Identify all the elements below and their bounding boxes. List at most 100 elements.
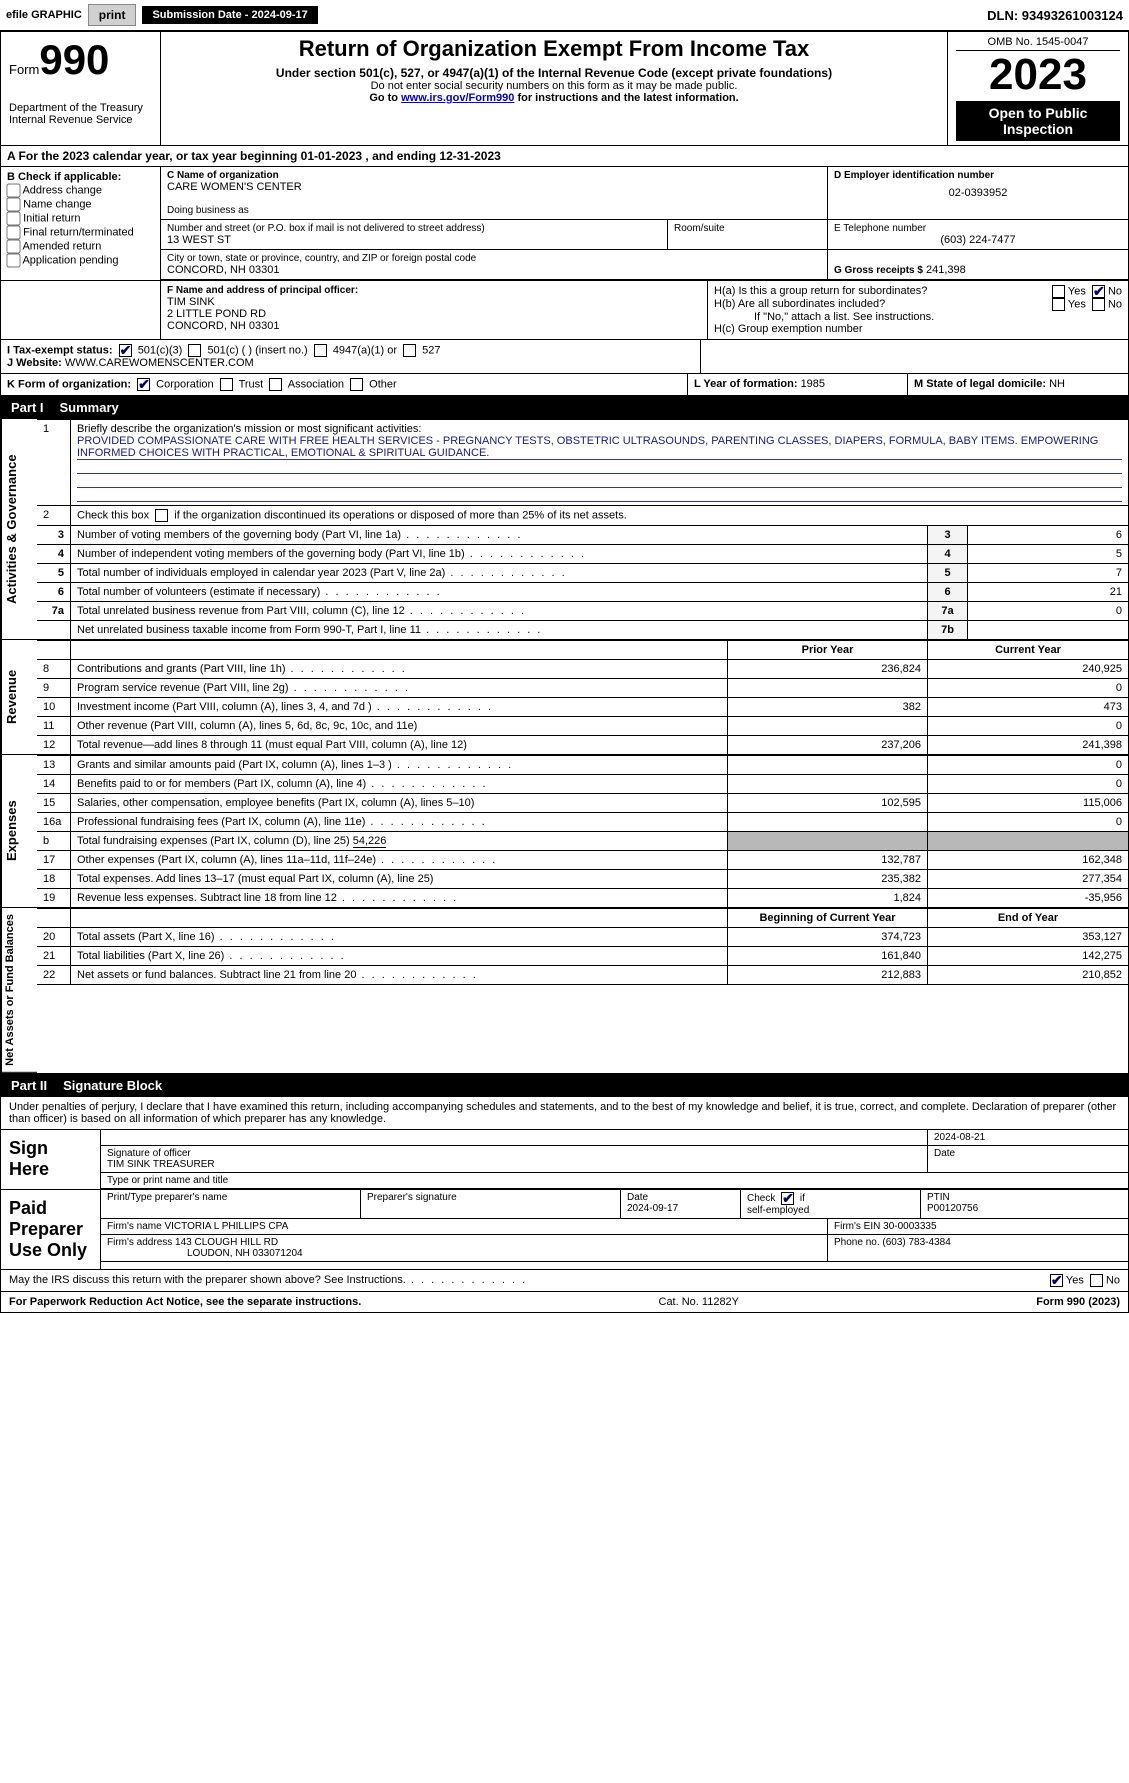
p17: 132,787 bbox=[728, 851, 928, 869]
part2-bar: Part II Signature Block bbox=[0, 1074, 1129, 1097]
c10: 473 bbox=[928, 698, 1128, 716]
l17: Other expenses (Part IX, column (A), lin… bbox=[71, 851, 728, 869]
k-assoc[interactable] bbox=[269, 378, 282, 391]
box-b: B Check if applicable: Address change Na… bbox=[1, 167, 161, 280]
i-501c3[interactable] bbox=[119, 344, 132, 357]
k-trust[interactable] bbox=[220, 378, 233, 391]
part2-num: Part II bbox=[11, 1078, 47, 1093]
l14: Benefits paid to or for members (Part IX… bbox=[71, 775, 728, 793]
efile-label: efile GRAPHIC bbox=[6, 9, 82, 21]
c8: 240,925 bbox=[928, 660, 1128, 678]
print-button[interactable]: print bbox=[88, 4, 137, 26]
c15: 115,006 bbox=[928, 794, 1128, 812]
c12: 241,398 bbox=[928, 736, 1128, 754]
state-domicile: NH bbox=[1049, 378, 1065, 390]
l2: Check this box if the organization disco… bbox=[71, 506, 1128, 525]
ha-yes[interactable] bbox=[1052, 285, 1065, 298]
check-address-change[interactable]: Address change bbox=[7, 184, 154, 197]
l10: Investment income (Part VIII, column (A)… bbox=[71, 698, 728, 716]
sig-declaration: Under penalties of perjury, I declare th… bbox=[1, 1097, 1128, 1130]
check-amended[interactable]: Amended return bbox=[7, 240, 154, 253]
box-c-street: Number and street (or P.O. box if mail i… bbox=[161, 220, 668, 249]
check-name-change[interactable]: Name change bbox=[7, 198, 154, 211]
year-end: 12-31-2023 bbox=[439, 149, 500, 163]
c17: 162,348 bbox=[928, 851, 1128, 869]
box-d: D Employer identification number 02-0393… bbox=[828, 167, 1128, 219]
l1: Briefly describe the organization's miss… bbox=[71, 420, 1128, 505]
part1-num: Part I bbox=[11, 400, 44, 415]
hb-no[interactable] bbox=[1092, 298, 1105, 311]
form-number-block: Form990 Department of the TreasuryIntern… bbox=[1, 32, 161, 145]
l7a: Total unrelated business revenue from Pa… bbox=[71, 602, 928, 620]
box-b-label: B Check if applicable: bbox=[7, 171, 154, 183]
officer-group-block: F Name and address of principal officer:… bbox=[0, 281, 1129, 340]
p14 bbox=[728, 775, 928, 793]
sig-date: 2024-08-21 bbox=[928, 1130, 1128, 1145]
sec3-label: Expenses bbox=[1, 755, 37, 908]
omb-number: OMB No. 1545-0047 bbox=[956, 36, 1120, 51]
identity-block: B Check if applicable: Address change Na… bbox=[0, 167, 1129, 281]
c11: 0 bbox=[928, 717, 1128, 735]
i-501c[interactable] bbox=[188, 344, 201, 357]
discuss-no[interactable] bbox=[1090, 1274, 1103, 1287]
hb-yes[interactable] bbox=[1052, 298, 1065, 311]
firm-name: VICTORIA L PHILLIPS CPA bbox=[164, 1221, 288, 1232]
l13: Grants and similar amounts paid (Part IX… bbox=[71, 756, 728, 774]
mission-text: PROVIDED COMPASSIONATE CARE WITH FREE HE… bbox=[77, 435, 1122, 460]
sec1-label: Activities & Governance bbox=[1, 419, 37, 640]
ha-no[interactable] bbox=[1092, 285, 1105, 298]
v7b bbox=[968, 621, 1128, 639]
sign-here-label: Sign Here bbox=[1, 1130, 101, 1189]
v4: 5 bbox=[968, 545, 1128, 563]
p9 bbox=[728, 679, 928, 697]
v5: 7 bbox=[968, 564, 1128, 582]
l7b: Net unrelated business taxable income fr… bbox=[71, 621, 928, 639]
l15: Salaries, other compensation, employee b… bbox=[71, 794, 728, 812]
c20: 353,127 bbox=[928, 928, 1128, 946]
check-final[interactable]: Final return/terminated bbox=[7, 226, 154, 239]
check-initial[interactable]: Initial return bbox=[7, 212, 154, 225]
gross-receipts: 241,398 bbox=[926, 264, 966, 276]
form-subtitle: Under section 501(c), 527, or 4947(a)(1)… bbox=[169, 66, 939, 80]
box-e: E Telephone number (603) 224-7477 bbox=[828, 220, 1128, 249]
sec2-body: Prior YearCurrent Year 8Contributions an… bbox=[37, 640, 1128, 755]
c16a: 0 bbox=[928, 813, 1128, 831]
check-app-pending[interactable]: Application pending bbox=[7, 254, 154, 267]
l6: Total number of volunteers (estimate if … bbox=[71, 583, 928, 601]
l16b: Total fundraising expenses (Part IX, col… bbox=[71, 832, 728, 850]
officer-addr2: CONCORD, NH 03301 bbox=[167, 320, 701, 332]
l19: Revenue less expenses. Subtract line 18 … bbox=[71, 889, 728, 907]
c18: 277,354 bbox=[928, 870, 1128, 888]
v6: 21 bbox=[968, 583, 1128, 601]
p11 bbox=[728, 717, 928, 735]
tax-year: 2023 bbox=[956, 53, 1120, 97]
k-other[interactable] bbox=[350, 378, 363, 391]
page-footer: For Paperwork Reduction Act Notice, see … bbox=[0, 1292, 1129, 1313]
discuss-yes[interactable] bbox=[1050, 1274, 1063, 1287]
open-inspection: Open to Public Inspection bbox=[956, 101, 1120, 141]
part1-title: Summary bbox=[60, 400, 119, 415]
placeholder-left bbox=[1, 281, 161, 339]
i-527[interactable] bbox=[403, 344, 416, 357]
i-4947[interactable] bbox=[314, 344, 327, 357]
l4: Number of independent voting members of … bbox=[71, 545, 928, 563]
box-c-name: C Name of organization CARE WOMEN'S CENT… bbox=[161, 167, 828, 219]
form-header: Form990 Department of the TreasuryIntern… bbox=[0, 31, 1129, 146]
prep-date: 2024-09-17 bbox=[627, 1203, 678, 1214]
sec1-body: 1 Briefly describe the organization's mi… bbox=[37, 419, 1128, 640]
footer-mid: Cat. No. 11282Y bbox=[361, 1296, 1036, 1308]
k-corp[interactable] bbox=[137, 378, 150, 391]
status-website-row: I Tax-exempt status: 501(c)(3) 501(c) ( … bbox=[0, 340, 1129, 374]
officer-name: TIM SINK bbox=[167, 296, 701, 308]
p20: 374,723 bbox=[728, 928, 928, 946]
summary-grid: Activities & Governance 1 Briefly descri… bbox=[0, 419, 1129, 1074]
officer-sig: TIM SINK TREASURER bbox=[107, 1159, 215, 1170]
sign-here-row: Sign Here 2024-08-21 Signature of office… bbox=[1, 1130, 1128, 1190]
year-formation: 1985 bbox=[801, 378, 825, 390]
irs-link[interactable]: www.irs.gov/Form990 bbox=[401, 92, 514, 104]
dln-label: DLN: 93493261003124 bbox=[987, 8, 1123, 23]
l9: Program service revenue (Part VIII, line… bbox=[71, 679, 728, 697]
self-employed-check[interactable] bbox=[781, 1192, 794, 1205]
sec2-label: Revenue bbox=[1, 640, 37, 755]
l2-check[interactable] bbox=[155, 509, 168, 522]
